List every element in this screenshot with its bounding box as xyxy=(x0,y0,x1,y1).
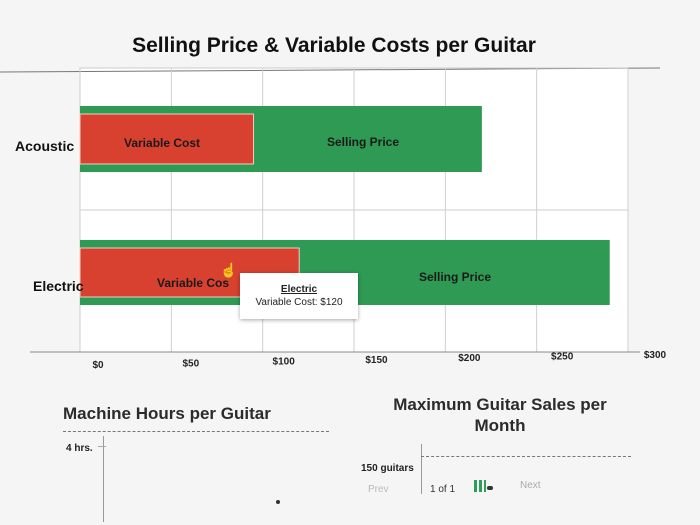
x-tick-label: $200 xyxy=(458,353,481,364)
x-tick-label: $0 xyxy=(92,360,104,371)
right-panel-line xyxy=(421,456,631,457)
right-panel-marker xyxy=(487,486,493,490)
machine-hours-value: 4 hrs. xyxy=(66,443,93,454)
x-tick-label: $100 xyxy=(273,357,296,368)
chart-top-rule xyxy=(0,67,661,73)
right-panel-axis xyxy=(421,444,422,494)
hand-pointer-icon: ☝ xyxy=(220,262,238,278)
x-tick-label: $300 xyxy=(644,350,667,361)
prev-button[interactable]: Prev xyxy=(368,484,389,495)
left-panel-marker xyxy=(276,500,280,504)
category-label-acoustic: Acoustic xyxy=(15,138,74,154)
electric-variable-cost-label: Variable Cos xyxy=(157,276,229,290)
category-label-electric: Electric xyxy=(33,278,84,294)
electric-selling-price-label: Selling Price xyxy=(419,270,491,284)
max-sales-value: 150 guitars xyxy=(361,463,414,474)
left-panel-tick xyxy=(98,446,106,447)
page-indicator: 1 of 1 xyxy=(430,484,456,495)
left-panel-axis xyxy=(103,436,104,522)
x-tick-label: $250 xyxy=(551,352,574,363)
max-sales-title: Maximum Guitar Sales per Month xyxy=(393,395,607,435)
acoustic-selling-price-label: Selling Price xyxy=(327,135,399,149)
next-button[interactable]: Next xyxy=(520,480,541,491)
chart-bars xyxy=(79,106,610,305)
bar-acoustic-variable-cost[interactable] xyxy=(79,113,255,165)
bar-tooltip: Electric Variable Cost: $120 xyxy=(240,273,358,319)
tooltip-title: Electric xyxy=(280,284,318,295)
acoustic-variable-cost-label: Variable Cost xyxy=(124,136,200,150)
machine-hours-title: Machine Hours per Guitar xyxy=(63,404,271,423)
x-tick-label: $50 xyxy=(182,358,199,369)
chart-title: Selling Price & Variable Costs per Guita… xyxy=(132,34,536,57)
bar-chart: $0 $50 $100 $150 $200 $250 $300 Acoustic Elect… xyxy=(0,67,667,371)
x-axis-ticks: $0 $50 $100 $150 $200 $250 $300 xyxy=(92,350,666,371)
tooltip-text: Variable Cost: $120 xyxy=(255,297,343,308)
grid-icon[interactable] xyxy=(474,480,486,492)
x-tick-label: $150 xyxy=(365,355,388,366)
left-panel-divider xyxy=(63,431,329,432)
